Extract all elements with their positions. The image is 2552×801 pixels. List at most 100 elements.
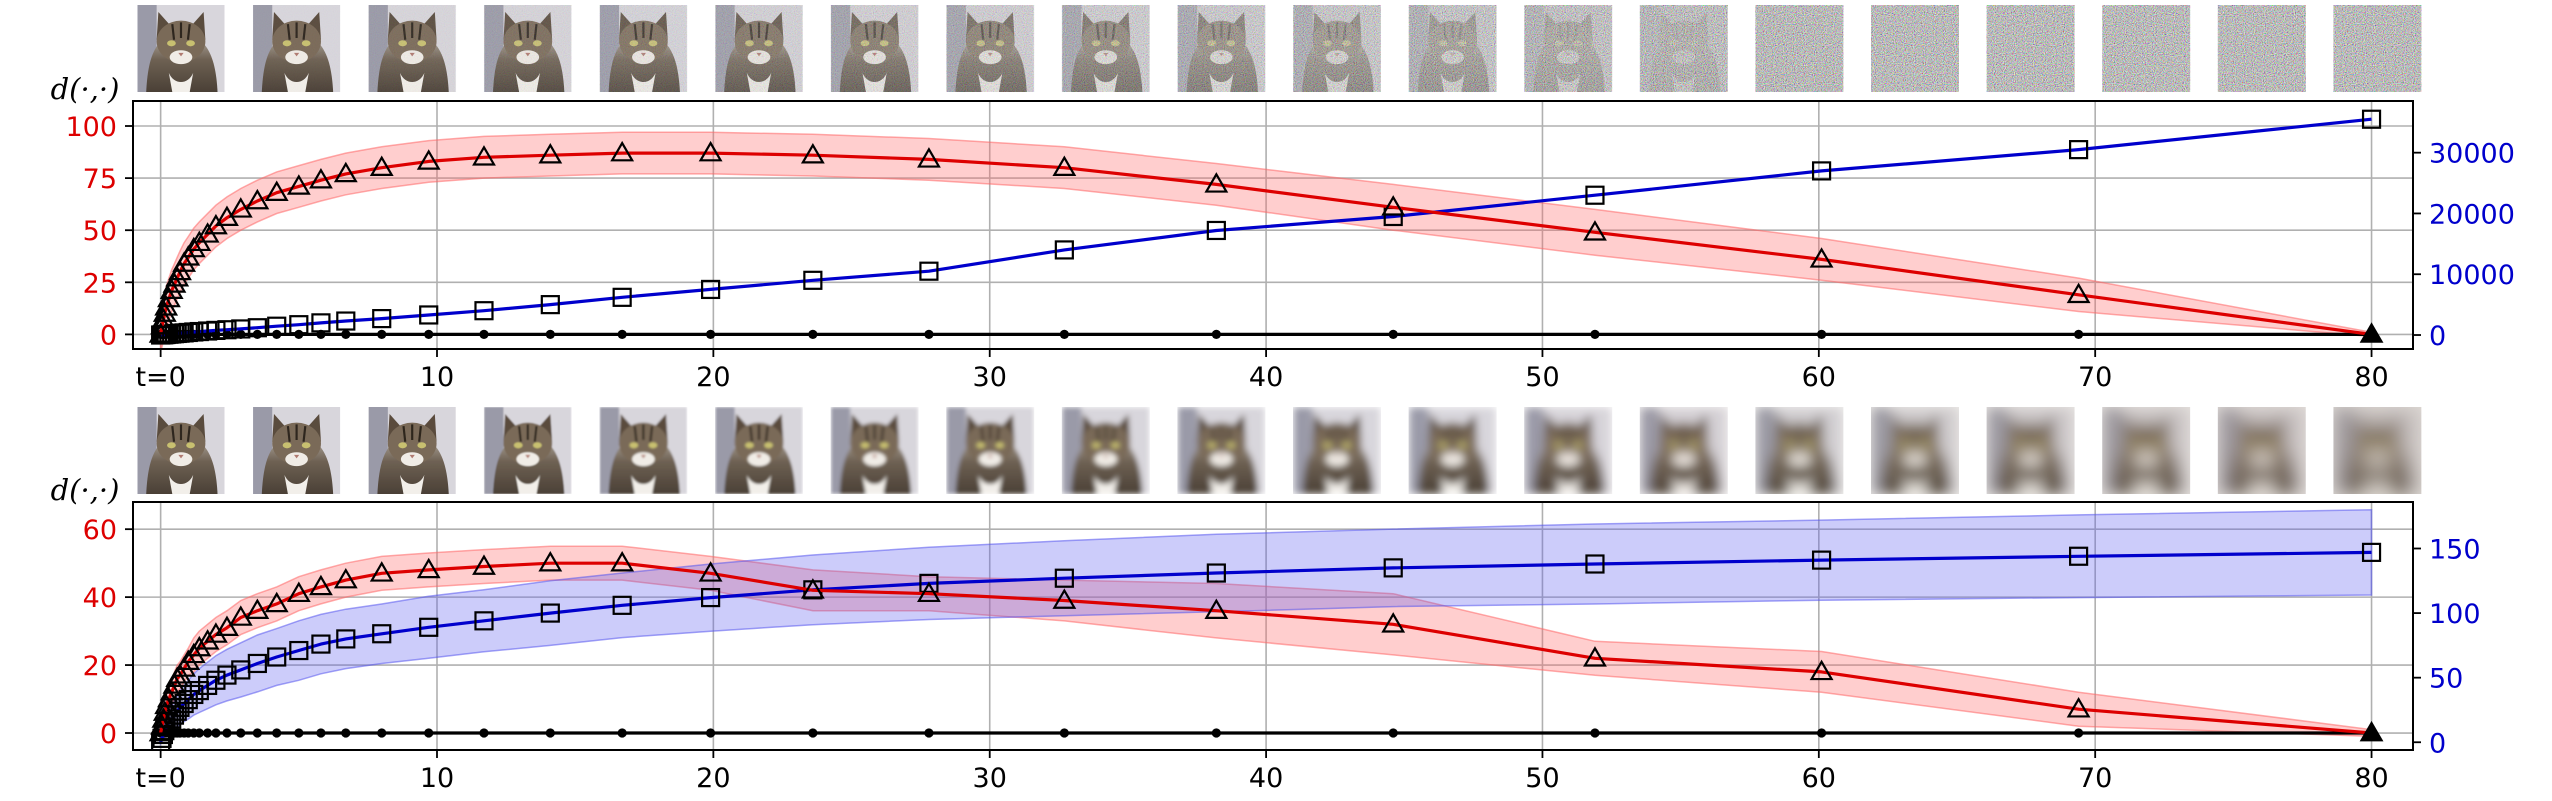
triangle-marker <box>333 567 358 589</box>
triangle-marker <box>2066 697 2091 718</box>
square-marker <box>612 287 632 307</box>
dot-marker <box>272 728 282 738</box>
noise-overlay <box>946 5 1035 92</box>
triangle-marker <box>1204 598 1229 620</box>
triangle-marker <box>917 581 941 603</box>
dot-marker <box>194 728 204 738</box>
dot-marker <box>1816 329 1827 340</box>
triangle-marker <box>472 554 496 575</box>
x-tick-label: 50 <box>1525 362 1559 393</box>
dot-marker <box>545 728 555 738</box>
cat-image <box>715 407 803 494</box>
blur-overlay <box>1755 407 1844 494</box>
red-series-line <box>159 561 2372 735</box>
triangle-marker <box>698 561 723 582</box>
square-marker <box>540 603 560 623</box>
square-marker <box>1811 161 1832 181</box>
y-tick-label-right: 100 <box>2429 599 2481 630</box>
y-tick-label-left: 20 <box>83 651 117 682</box>
triangle-marker <box>698 140 723 162</box>
triangle-marker <box>538 550 563 572</box>
axes-frame <box>132 501 2414 751</box>
cat-thumbnail <box>715 407 803 494</box>
y-axis-right: 0 10000 20000 30000 <box>2413 139 2515 352</box>
cat-thumbnail <box>1871 407 1959 494</box>
triangle-marker <box>2359 720 2384 742</box>
blue-markers <box>151 109 2382 345</box>
cat-image <box>483 407 572 494</box>
cat-thumbnail <box>2333 5 2422 92</box>
square-marker <box>311 634 331 654</box>
triangle-marker <box>264 180 289 201</box>
cat-thumbnail <box>368 407 457 494</box>
x-tick-label: 60 <box>1802 763 1836 794</box>
y-tick-label-right: 30000 <box>2429 139 2515 170</box>
cat-thumbnail <box>1177 5 1266 92</box>
square-marker <box>267 647 287 667</box>
triangle-marker <box>1381 195 1406 216</box>
y-tick-label-left: 60 <box>83 515 117 546</box>
square-marker <box>700 279 721 300</box>
cat-thumbnail <box>1755 5 1844 92</box>
square-marker <box>217 320 237 340</box>
triangle-marker <box>203 622 228 643</box>
dot-marker <box>252 728 262 738</box>
triangle-marker <box>1809 247 1834 268</box>
square-marker <box>247 653 267 674</box>
noise-overlay <box>368 5 457 92</box>
cat-thumbnail <box>1986 407 2075 494</box>
dot-marker <box>1059 728 1069 738</box>
square-marker <box>2361 542 2382 562</box>
square-marker <box>289 640 309 661</box>
dot-marker <box>479 329 489 340</box>
y-tick-label-right: 150 <box>2429 535 2481 566</box>
square-marker <box>247 318 267 338</box>
square-marker <box>336 629 356 649</box>
cat-thumbnail <box>946 407 1035 494</box>
dot-marker <box>294 728 304 738</box>
blur-overlay <box>1986 407 2075 494</box>
triangle-marker <box>416 149 441 170</box>
dot-marker <box>2074 728 2084 738</box>
square-marker <box>1054 568 1074 588</box>
dot-marker <box>341 329 351 340</box>
triangle-marker <box>195 629 220 650</box>
triangle-marker <box>1052 155 1077 176</box>
plot-area <box>148 109 2384 349</box>
x-tick-label: 30 <box>973 362 1007 393</box>
triangle-marker <box>1052 588 1077 609</box>
square-marker <box>372 624 392 644</box>
x-tick-label: t=0 <box>135 763 185 794</box>
noise-overlay <box>1408 5 1497 92</box>
thumbnail-strip <box>137 5 2422 92</box>
y-tick-label-right: 20000 <box>2429 199 2515 230</box>
triangle-marker <box>333 161 358 183</box>
dot-marker <box>236 728 246 738</box>
square-marker <box>1054 240 1074 260</box>
square-marker <box>1585 185 1605 205</box>
y-tick-label-left: 50 <box>83 216 117 247</box>
dot-marker <box>924 728 934 738</box>
blur-overlay <box>2217 407 2306 494</box>
x-tick-label: 10 <box>420 763 454 794</box>
triangle-marker <box>472 145 496 166</box>
triangle-marker <box>245 188 270 210</box>
dot-marker <box>1590 728 1600 738</box>
cat-thumbnail <box>1061 5 1150 92</box>
cat-thumbnail <box>1639 5 1728 92</box>
cat-thumbnail <box>483 5 572 92</box>
dot-marker <box>479 728 489 738</box>
noise-overlay <box>1061 5 1150 92</box>
triangle-marker <box>151 707 176 728</box>
triangle-marker <box>181 642 206 664</box>
triangle-marker <box>245 598 270 620</box>
triangle-marker <box>286 174 311 195</box>
y-tick-label-right: 50 <box>2429 664 2463 695</box>
cat-image <box>599 407 688 494</box>
triangle-marker <box>369 561 394 582</box>
triangle-marker <box>152 301 177 322</box>
cat-thumbnail <box>715 5 803 92</box>
cat-image <box>830 407 919 494</box>
red-series-line <box>159 151 2372 336</box>
plot-area <box>148 509 2384 750</box>
